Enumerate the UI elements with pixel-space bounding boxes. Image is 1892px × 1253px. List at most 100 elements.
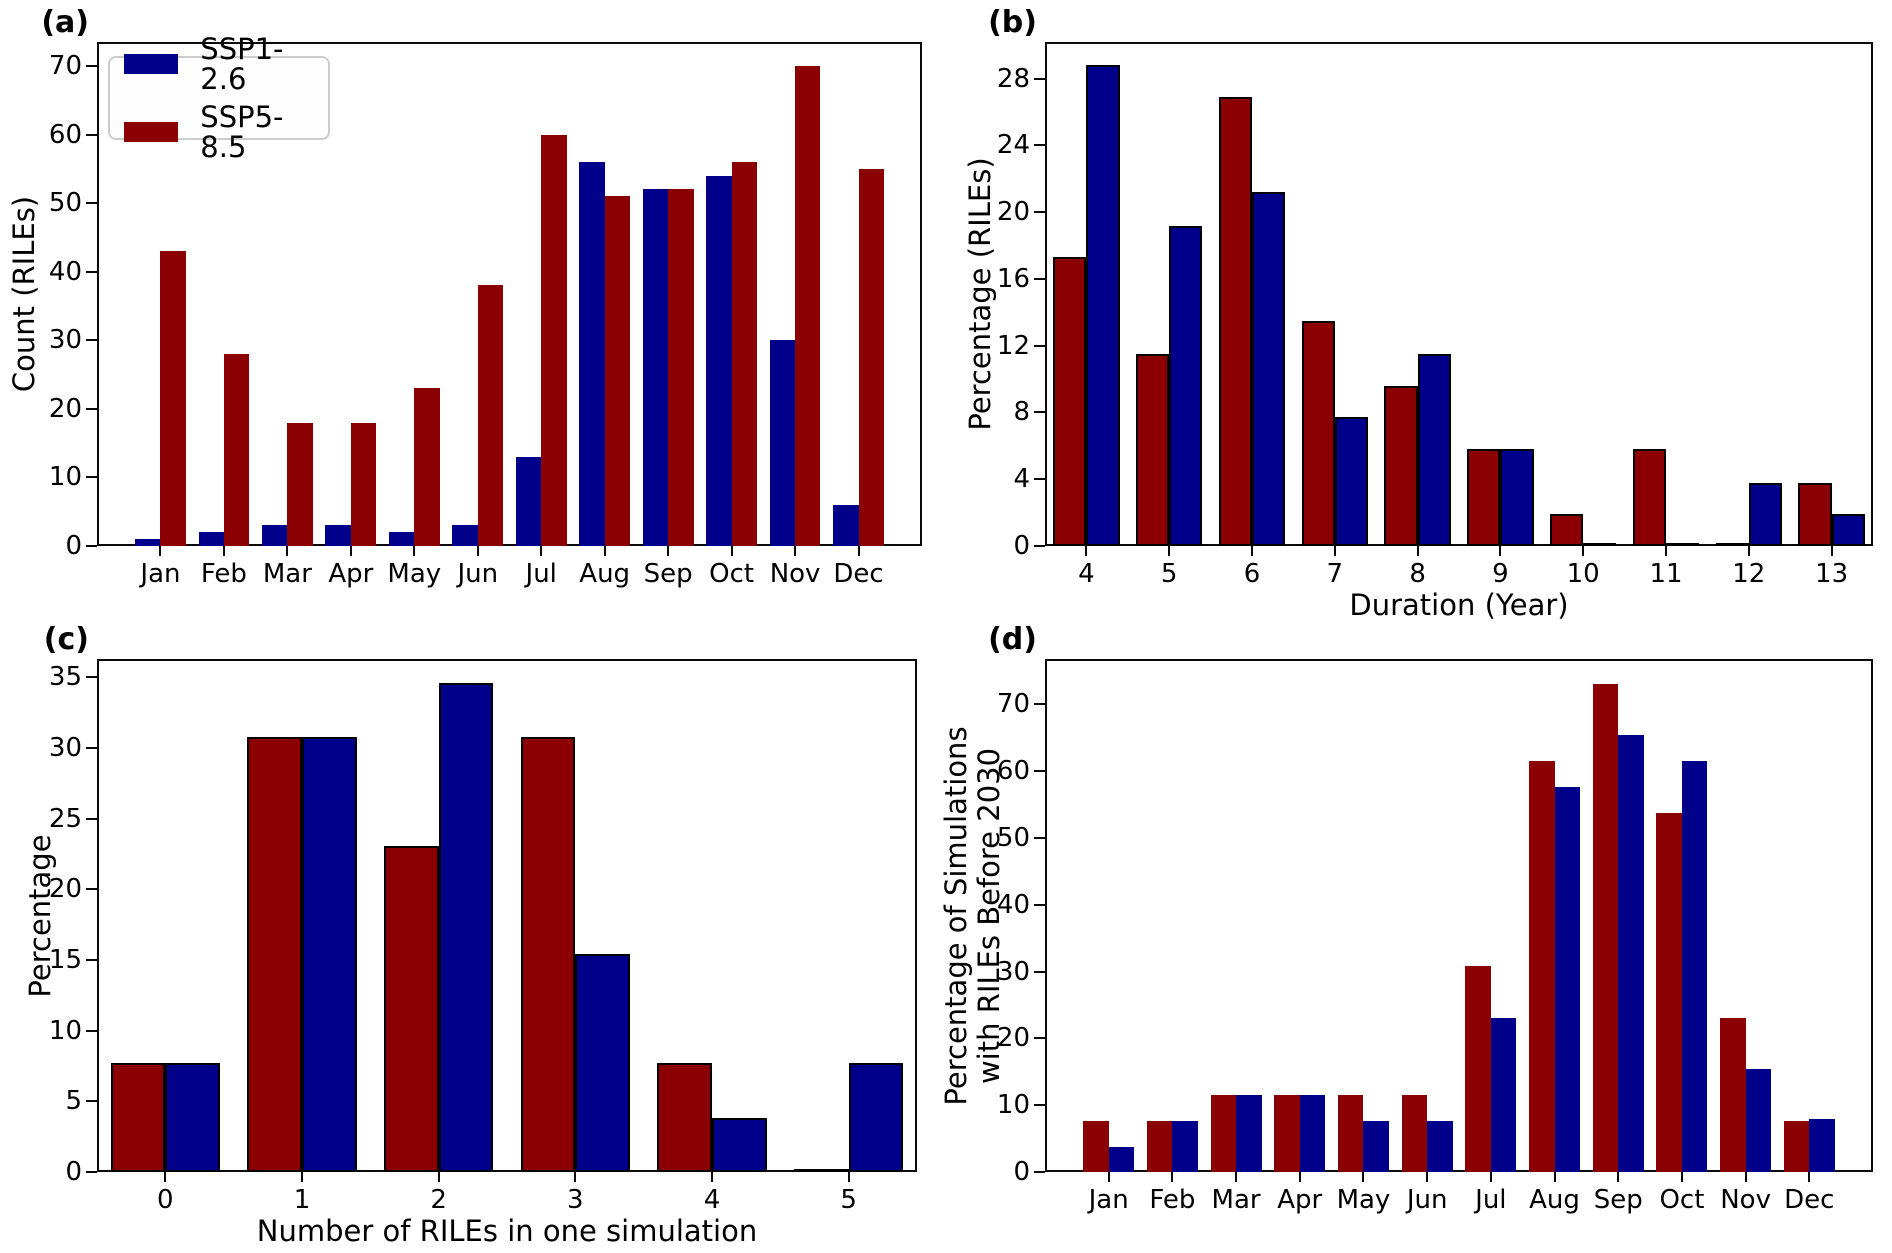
bar-d-jan-ssp126 [1108,1146,1135,1172]
x-tick-label-9: 9 [1492,559,1509,589]
y-tick-label: 40 [48,256,82,287]
y-tick-label: 10 [48,462,82,493]
legend-label-ssp585: SSP5-8.5 [200,100,284,164]
x-tick-label-1: 1 [293,1185,311,1215]
bar-d-jul-ssp126 [1490,1017,1517,1172]
panel-d-ylabel: Percentage of Simulations with RILEs Befo… [938,626,1008,1206]
bar-b-8-ssp126 [1417,354,1451,546]
y-tick-mark [86,545,97,547]
y-tick-mark [86,1100,97,1103]
bar-c-2-ssp585 [384,845,439,1172]
bar-b-11-ssp585 [1632,449,1666,546]
x-tick-mark [349,546,352,556]
y-tick-label: 50 [996,823,1030,854]
y-tick-label: 25 [48,803,82,834]
y-tick-label: 4 [1013,464,1030,495]
panel-c-ylabel-text: Percentage [22,833,57,998]
bar-a-apr-ssp585 [350,422,377,546]
bar-c-4-ssp126 [712,1118,767,1172]
bar-d-apr-ssp126 [1299,1095,1326,1172]
y-tick-label: 40 [996,889,1030,920]
y-tick-label: 0 [1013,531,1030,561]
x-tick-mark [1489,1172,1492,1182]
x-tick-label-10: 10 [1566,559,1600,589]
bar-a-dec-ssp585 [858,168,884,546]
bar-a-oct-ssp126 [706,175,732,546]
x-tick-label-jun: Jun [457,559,499,589]
bar-d-jul-ssp585 [1465,966,1491,1172]
y-tick-label: 10 [48,1015,82,1046]
x-tick-label-nov: Nov [1720,1185,1771,1215]
x-tick-mark [159,546,162,556]
x-tick-mark [1426,1172,1429,1182]
y-tick-mark [86,133,97,136]
bar-c-5-ssp585 [794,1169,849,1172]
x-tick-mark [540,546,543,556]
y-tick-mark [1034,770,1045,773]
legend: SSP1-2.6 SSP5-8.5 [108,34,330,162]
y-tick-label: 20 [996,1023,1030,1054]
x-tick-label-aug: Aug [1529,1185,1580,1215]
x-tick-label-dec: Dec [1784,1185,1835,1215]
x-tick-mark [222,546,225,556]
bar-b-13-ssp585 [1798,482,1832,546]
legend-item-ssp126: SSP1-2.6 [124,34,328,94]
y-tick-mark [86,1171,97,1173]
x-tick-mark [1617,1172,1620,1182]
bar-c-5-ssp126 [848,1063,904,1172]
x-tick-mark [1665,546,1667,556]
x-tick-mark [1235,1172,1238,1182]
bar-d-sep-ssp126 [1618,735,1644,1172]
y-tick-mark [1034,903,1045,906]
bar-b-9-ssp126 [1500,449,1534,546]
y-tick-label: 70 [48,51,82,81]
bar-c-0-ssp126 [165,1063,220,1172]
y-tick-label: 15 [48,945,82,976]
x-tick-mark [574,1172,577,1182]
y-tick-mark [86,959,97,962]
y-tick-label: 24 [996,130,1030,161]
y-tick-mark [86,270,97,273]
bar-d-mar-ssp585 [1210,1095,1237,1172]
y-tick-label: 20 [996,197,1030,228]
bar-a-jul-ssp585 [541,134,567,546]
bar-b-11-ssp126 [1666,543,1700,546]
x-tick-mark [1744,1172,1747,1182]
x-tick-mark [1808,1172,1811,1182]
bar-d-jun-ssp126 [1427,1120,1453,1172]
x-tick-label-sep: Sep [1593,1185,1643,1215]
x-tick-label-aug: Aug [579,559,631,589]
x-tick-label-may: May [387,559,442,589]
bar-d-oct-ssp585 [1656,812,1682,1172]
panel-b-xlabel: Duration (Year) [1349,588,1569,622]
y-tick-mark [86,202,97,205]
panel-c-xlabel: Number of RILEs in one simulation [256,1214,758,1248]
x-tick-label-8: 8 [1409,559,1426,589]
x-tick-label-oct: Oct [1659,1185,1705,1215]
bar-a-oct-ssp585 [731,162,757,546]
y-tick-mark [1034,1171,1045,1173]
x-tick-label-dec: Dec [833,559,884,589]
bar-d-feb-ssp585 [1146,1120,1173,1172]
bar-a-jan-ssp585 [160,251,186,546]
x-tick-mark [1582,546,1585,556]
bar-d-dec-ssp126 [1809,1118,1835,1172]
bar-c-2-ssp126 [438,683,494,1172]
bar-a-jul-ssp126 [515,456,542,546]
x-tick-mark [1251,546,1253,556]
bar-a-nov-ssp585 [795,66,821,546]
panel-d-letter: (d) [988,622,1037,657]
x-tick-mark [301,1172,303,1182]
x-tick-label-5: 5 [840,1185,857,1215]
y-tick-mark [1034,703,1045,706]
y-tick-mark [1034,970,1045,973]
x-tick-mark [603,546,606,556]
panel-d-ylabel-line1: Percentage of Simulations [939,725,973,1106]
x-tick-mark [1416,546,1419,556]
x-tick-mark [667,546,670,556]
x-tick-mark [1747,546,1750,556]
bar-a-may-ssp585 [414,388,440,546]
bar-d-may-ssp126 [1363,1120,1389,1172]
legend-swatch-ssp126-icon [124,54,179,74]
x-tick-label-jul: Jul [1475,1185,1507,1215]
